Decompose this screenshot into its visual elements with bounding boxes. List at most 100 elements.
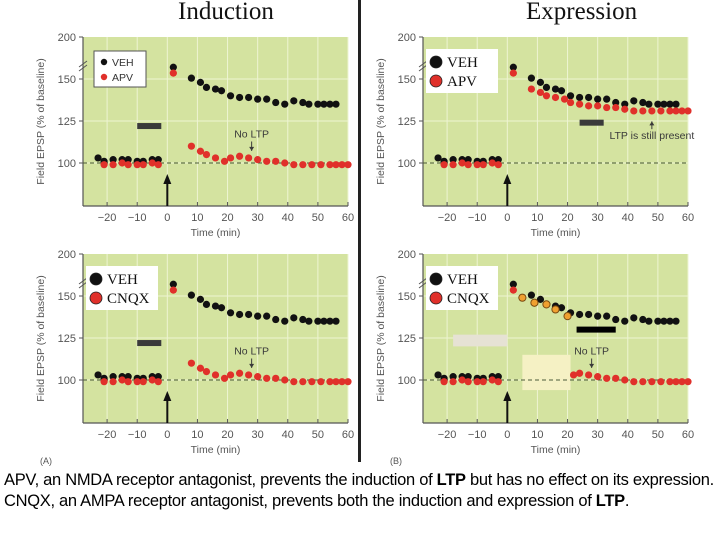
data-point-cnqx bbox=[603, 374, 611, 382]
caption-part2: but has no effect on its expression. CNQ… bbox=[4, 471, 714, 510]
y-tick-label: 125 bbox=[58, 116, 76, 128]
data-point-apv bbox=[458, 159, 466, 167]
data-point-veh bbox=[566, 92, 575, 100]
y-tick-label: 150 bbox=[58, 74, 76, 86]
x-tick-label: 60 bbox=[342, 429, 354, 441]
data-point-cnqx bbox=[211, 371, 220, 379]
data-point-cnqx bbox=[317, 378, 325, 386]
chart-expression-cnqx: 100 125 150 200 −20 −10 0 10 20 30 40 50 60 Time (min… bbox=[375, 249, 694, 456]
data-point-veh bbox=[509, 280, 517, 288]
chart-induction-cnqx: 100 125 150 200 −20 −10 0 10 20 30 40 50 60 Time (min… bbox=[35, 249, 354, 456]
data-point-veh bbox=[621, 317, 629, 325]
x-tick-label: 60 bbox=[682, 212, 694, 224]
data-point-veh bbox=[594, 312, 602, 320]
x-tick-label: 50 bbox=[652, 212, 664, 224]
y-axis-label: Field EPSP (% of baseline) bbox=[375, 275, 387, 401]
data-point-veh bbox=[660, 100, 668, 108]
stimulus-arrow-icon bbox=[503, 174, 512, 184]
data-point-cnqx bbox=[169, 286, 177, 294]
data-point-apv bbox=[118, 159, 126, 167]
annotation-arrow-icon bbox=[589, 363, 595, 368]
caption-part3: . bbox=[624, 492, 630, 510]
data-point-apv bbox=[299, 161, 307, 169]
data-point-cnqx bbox=[263, 374, 271, 382]
data-point-veh bbox=[94, 371, 102, 379]
legend-marker bbox=[429, 291, 443, 305]
data-point-apv bbox=[630, 107, 638, 115]
data-point-apv bbox=[235, 152, 244, 160]
data-point-veh bbox=[245, 310, 253, 319]
data-point-cnqx bbox=[594, 373, 602, 381]
legend-label: VEH bbox=[447, 272, 478, 288]
data-point-veh bbox=[645, 100, 653, 108]
data-point-veh bbox=[290, 314, 298, 322]
y-tick-label: 125 bbox=[398, 333, 416, 345]
data-point-veh bbox=[603, 312, 611, 320]
data-point-cnqx bbox=[118, 376, 126, 384]
data-point-veh bbox=[124, 156, 132, 164]
induction-title: Induction bbox=[178, 0, 274, 25]
annotation-arrow-icon bbox=[249, 363, 255, 368]
y-tick-label: 200 bbox=[398, 32, 416, 44]
annotation-text: No LTP bbox=[234, 345, 269, 357]
data-point-veh bbox=[666, 100, 674, 108]
data-point-veh bbox=[536, 78, 545, 86]
axis-break-icon bbox=[418, 277, 428, 289]
data-point-veh bbox=[603, 95, 611, 103]
y-tick-label: 100 bbox=[398, 158, 416, 170]
data-point-veh bbox=[326, 317, 334, 325]
data-point-cnqx bbox=[648, 378, 656, 386]
legend-label: VEH bbox=[447, 55, 478, 71]
data-point-apv bbox=[326, 161, 334, 169]
data-point-apv bbox=[263, 157, 271, 165]
data-point-apv bbox=[566, 98, 575, 107]
chart-induction-apv: 100 125 150 200 −20 −10 0 10 20 30 40 50 60 Time (min… bbox=[35, 32, 354, 239]
data-point-veh bbox=[305, 317, 313, 325]
data-point-veh bbox=[314, 317, 322, 325]
legend-label: VEH bbox=[107, 272, 138, 288]
data-point-apv bbox=[479, 161, 487, 169]
x-tick-label: −20 bbox=[98, 212, 117, 224]
y-axis-label: Field EPSP (% of baseline) bbox=[375, 58, 387, 184]
data-point-veh bbox=[672, 100, 680, 108]
panel-divider bbox=[358, 0, 361, 462]
x-tick-label: −10 bbox=[128, 212, 147, 224]
data-point-apv bbox=[281, 159, 289, 167]
data-point-cnqx bbox=[124, 378, 132, 386]
data-point-veh bbox=[202, 300, 211, 308]
data-point-veh bbox=[196, 78, 205, 86]
annotation-text: LTP is still present bbox=[609, 130, 694, 142]
data-point-apv bbox=[169, 69, 177, 77]
x-tick-label: 20 bbox=[221, 429, 233, 441]
data-point-cnqx bbox=[133, 378, 141, 386]
data-point-veh bbox=[434, 154, 442, 162]
data-point-apv bbox=[440, 161, 448, 169]
data-point-cnqx bbox=[666, 378, 674, 386]
data-point-apv bbox=[154, 161, 162, 169]
data-point-apv bbox=[551, 93, 560, 102]
data-point-cnqx bbox=[220, 374, 229, 382]
data-point-veh bbox=[527, 291, 536, 299]
data-point-apv bbox=[202, 151, 211, 159]
data-point-apv bbox=[672, 107, 680, 115]
data-point-apv bbox=[621, 105, 629, 113]
legend-marker bbox=[100, 73, 108, 81]
data-point-veh bbox=[630, 97, 638, 105]
data-point-apv bbox=[308, 161, 316, 169]
data-point-apv bbox=[536, 88, 545, 97]
x-axis-label: Time (min) bbox=[191, 227, 241, 239]
data-point-cnqx bbox=[235, 369, 244, 377]
data-point-cnqx bbox=[449, 378, 457, 386]
x-tick-label: −20 bbox=[438, 429, 457, 441]
data-point-cnqx bbox=[332, 378, 340, 386]
data-point-veh bbox=[272, 315, 280, 324]
data-point-veh bbox=[305, 100, 313, 108]
data-point-cnqx bbox=[458, 376, 466, 384]
legend-label: VEH bbox=[112, 57, 134, 69]
overlay-box bbox=[453, 334, 508, 347]
data-point-cnqx bbox=[154, 378, 162, 386]
data-point-veh bbox=[154, 373, 162, 381]
data-point-veh bbox=[630, 314, 638, 322]
x-tick-label: 0 bbox=[164, 429, 170, 441]
data-point-veh bbox=[639, 315, 647, 324]
